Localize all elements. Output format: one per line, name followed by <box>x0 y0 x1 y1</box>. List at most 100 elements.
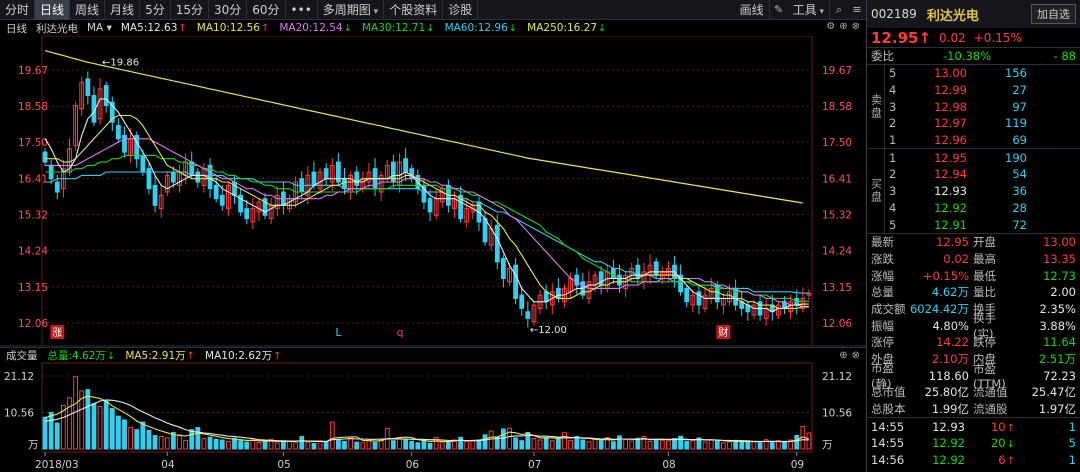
draw-line-button[interactable]: 画线 <box>735 0 770 20</box>
tab-15min[interactable]: 15分 <box>171 0 209 20</box>
volume-bar <box>788 439 794 450</box>
tab-weekly[interactable]: 周线 <box>70 0 106 20</box>
tick-price: 12.93 <box>932 419 965 434</box>
settings-icon[interactable]: ⚙ <box>826 21 836 32</box>
volume-bar <box>415 442 421 450</box>
close-icon[interactable]: ⊗ <box>851 350 860 361</box>
volume-bar <box>54 422 60 450</box>
volume-bar <box>562 432 567 450</box>
buy-level-row[interactable]: 4 12.92 28 <box>885 200 1080 217</box>
candle-body <box>219 194 225 206</box>
volume-bar <box>403 438 409 450</box>
ma-legend-bar: 日线 利达光电 MA ▾ MA5:12.63↑ MA10:12.56↑ MA20:1… <box>0 20 866 36</box>
tick-price: 12.92 <box>932 436 965 451</box>
buy-level-row[interactable]: 1 12.95 190 <box>885 149 1080 166</box>
volume-bar <box>476 439 482 450</box>
sell-level-row[interactable]: 5 13.00 156 <box>885 65 1080 82</box>
volume-bar <box>610 441 616 450</box>
tab-monthly[interactable]: 月线 <box>105 0 141 20</box>
stat-label: 流通值 <box>973 385 1008 400</box>
candle-body <box>574 274 580 286</box>
volume-bar <box>464 440 470 450</box>
multi-period-dropdown[interactable]: 多周期图 <box>318 0 385 20</box>
add-icon[interactable]: ⊕ <box>839 350 848 361</box>
candle-body <box>342 178 347 190</box>
ma250-line <box>44 50 803 204</box>
candle-body <box>158 194 164 210</box>
candle-body <box>690 294 696 306</box>
volume-bar <box>293 442 299 450</box>
stat-row: 涨跌 0.02 最高 13.35 <box>867 251 1080 268</box>
more-periods-button[interactable]: ••• <box>286 0 318 20</box>
price-tick-left: 17.50 <box>18 137 48 149</box>
sell-level-row[interactable]: 1 12.96 69 <box>885 132 1080 149</box>
candle-body <box>73 105 79 146</box>
buy-level-row[interactable]: 3 12.93 36 <box>885 183 1080 200</box>
sell-level-row[interactable]: 3 12.98 97 <box>885 98 1080 115</box>
stat-row: 外盘 2.10万 内盘 2.51万 <box>867 351 1080 368</box>
x-tick-label: 2018/03 <box>35 459 79 471</box>
candle-body <box>427 198 433 213</box>
pen-icon[interactable]: ✎ <box>773 3 784 16</box>
stat-value: 2.51万 <box>1038 352 1076 367</box>
volume-bar <box>696 437 702 450</box>
sell-level-row[interactable]: 2 12.97 119 <box>885 115 1080 132</box>
close-icon[interactable]: ⊗ <box>851 21 860 32</box>
ma-indicator-dropdown[interactable]: MA ▾ <box>87 22 112 34</box>
stat-label: 总股本 <box>871 402 906 417</box>
volume-bar <box>720 442 726 450</box>
order-qty: 36 <box>1012 184 1027 199</box>
candle-body <box>262 198 268 216</box>
volume-bar <box>531 438 537 450</box>
tab-5min[interactable]: 5分 <box>140 0 171 20</box>
tab-intraday[interactable]: 分时 <box>0 0 36 20</box>
volume-tick-right: 10.56 <box>822 408 852 420</box>
volume-bar <box>60 404 66 450</box>
volume-bar <box>79 390 85 450</box>
x-tick-label: 04 <box>161 459 175 471</box>
candle-body <box>555 287 561 299</box>
price-tick-right: 19.67 <box>822 65 852 77</box>
stat-label: 内盘 <box>973 352 996 367</box>
candle-body <box>85 78 91 97</box>
candle-body <box>134 134 140 160</box>
price-tick-left: 12.06 <box>18 318 48 330</box>
tab-daily[interactable]: 日线 <box>35 0 71 20</box>
volume-bar <box>317 440 323 450</box>
ma30-line <box>45 154 809 303</box>
menu-icon[interactable]: ≡ <box>852 3 862 16</box>
add-icon[interactable]: ⊕ <box>839 21 848 32</box>
tick-row: 14:55 12.92 20↓ 5 <box>867 435 1080 452</box>
event-marker: 财 <box>718 326 728 339</box>
tools-dropdown[interactable]: 工具 <box>788 0 830 20</box>
candle-body <box>727 291 732 303</box>
order-price: 12.95 <box>934 150 967 165</box>
candle-body <box>543 291 549 303</box>
buy-level-row[interactable]: 5 12.91 72 <box>885 216 1080 233</box>
volume-bar <box>195 427 201 450</box>
level: 3 <box>889 99 897 114</box>
volume-bar <box>427 442 433 450</box>
stat-label: 市盈(TTM) <box>973 361 1006 391</box>
tab-30min[interactable]: 30分 <box>209 0 248 20</box>
tick-list[interactable]: 14:55 12.93 10↑ 1 14:55 12.92 20↓ 5 14:56 12.92 6↑… <box>867 418 1080 472</box>
add-watchlist-button[interactable]: 加自选 <box>1031 4 1076 24</box>
candlestick-chart[interactable]: 19.67 19.67 18.58 18.58 17.50 17.50 16.41 16.41… <box>0 36 866 472</box>
stat-label: 流通股 <box>973 402 1008 417</box>
x-tick-label: 06 <box>406 459 420 471</box>
volume-bar <box>183 439 189 450</box>
stat-label: 外盘 <box>871 352 894 367</box>
stat-label: 最低 <box>973 268 996 283</box>
sell-level-row[interactable]: 4 12.99 27 <box>885 82 1080 99</box>
search-icon[interactable]: ⌕ <box>835 2 843 16</box>
buy-level-row[interactable]: 2 12.94 54 <box>885 166 1080 183</box>
tab-60min[interactable]: 60分 <box>247 0 286 20</box>
stat-label: 振幅 <box>871 318 894 333</box>
volume-tick-left: 10.56 <box>4 408 34 420</box>
price-change-pct: +0.15% <box>973 30 1022 45</box>
order-qty: 27 <box>1012 83 1027 98</box>
stat-label: 成交额 <box>871 301 906 316</box>
stat-value: 25.80亿 <box>924 385 969 400</box>
diagnose-button[interactable]: 诊股 <box>443 0 479 20</box>
stock-info-button[interactable]: 个股资料 <box>384 0 444 20</box>
